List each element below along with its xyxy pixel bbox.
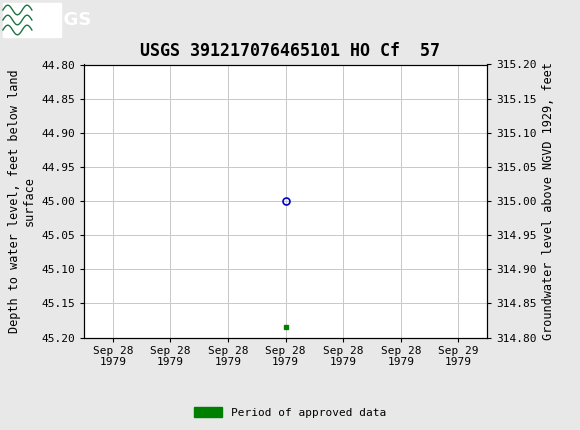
Legend: Period of approved data: Period of approved data (190, 403, 390, 422)
Y-axis label: Depth to water level, feet below land
surface: Depth to water level, feet below land su… (8, 69, 36, 333)
Y-axis label: Groundwater level above NGVD 1929, feet: Groundwater level above NGVD 1929, feet (542, 62, 555, 340)
Text: USGS: USGS (36, 11, 91, 29)
Text: USGS 391217076465101 HO Cf  57: USGS 391217076465101 HO Cf 57 (140, 42, 440, 60)
FancyBboxPatch shape (3, 3, 61, 37)
